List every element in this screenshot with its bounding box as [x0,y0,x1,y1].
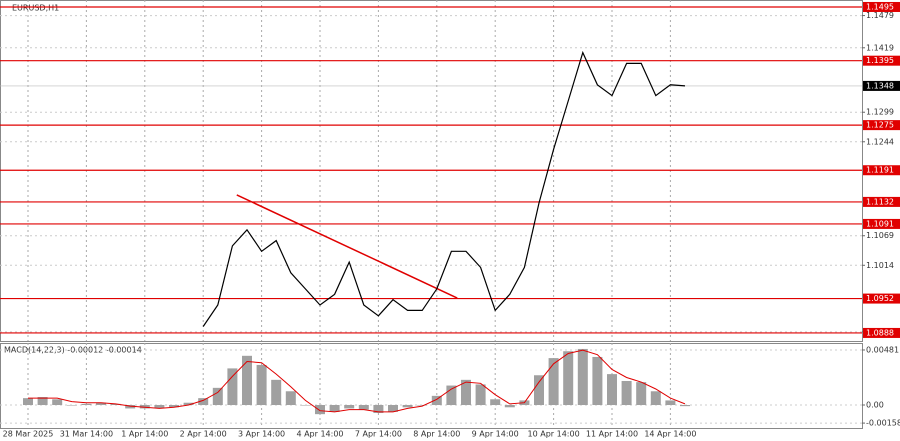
price-line [202,50,686,327]
histogram-bar [665,400,676,406]
level-label-box [863,165,900,176]
level-label-box [863,1,900,12]
histogram-bar [139,405,150,409]
histogram-bar [490,399,501,406]
level-label: 1.1191 [866,166,894,175]
chart-title: EURUSD,H1 [12,4,59,13]
histogram-bar [329,405,340,412]
macd-frame [0,343,863,429]
y-tick-label: 0.00481 [866,345,899,354]
level-label: 1.1395 [866,56,894,65]
current-label: 1.1348 [866,81,894,90]
histogram-bar [285,391,296,406]
y-tick-label: 1.1069 [866,231,894,240]
histogram-bar [110,403,121,406]
level-label: 1.1091 [866,219,894,228]
level-label-box [863,196,900,207]
x-tick-label: 3 Apr 14:00 [238,430,285,439]
current-box [863,80,900,91]
histogram-bar [577,348,588,406]
histogram-bar [548,358,559,406]
histogram-bar [125,405,136,409]
histogram-bar [183,402,194,406]
histogram-bar [607,374,617,406]
level-label-box [863,293,900,304]
histogram-bar [169,405,179,408]
histogram-bar [402,405,413,408]
signal-line [28,349,686,413]
histogram-bar [592,356,603,406]
histogram-bar [242,355,252,406]
y-tick-label: 0.00 [866,401,884,410]
histogram-bar [650,391,661,406]
level-label-box [863,55,900,66]
x-tick-label: 9 Apr 14:00 [472,430,519,439]
x-tick-label: 11 Apr 14:00 [586,430,638,439]
x-tick-label: 14 Apr 14:00 [644,430,696,439]
level-label-box [863,218,900,229]
histogram-bar [446,385,457,406]
histogram-bar [373,405,384,414]
histogram-bar [81,403,92,406]
x-tick-label: 2 Apr 14:00 [180,430,227,439]
histogram-bar [37,396,48,406]
histogram-bar [344,405,355,409]
histogram-bar [271,379,282,406]
y-tick-label: 1.1479 [866,11,894,20]
histogram-bar [256,364,267,406]
level-label-box [863,327,900,338]
histogram-bar [300,405,311,406]
histogram-bar [198,398,209,406]
trendline [236,194,458,299]
histogram-bar [475,384,486,406]
histogram-bar [431,395,442,406]
histogram-bar [212,387,223,406]
x-tick-label: 31 Mar 14:00 [60,430,113,439]
histogram-bar [52,399,63,406]
y-tick-label: 1.1244 [866,137,894,146]
level-label-box [863,120,900,131]
histogram-bar [461,379,471,406]
macd-title: MACD(14,22,3) -0.00012 -0.00014 [4,346,142,355]
y-tick-label: -0.00158 [866,419,900,428]
x-tick-label: 1 Apr 14:00 [121,430,168,439]
histogram-bar [563,351,574,406]
level-label: 1.0888 [866,328,894,337]
histogram-bar [227,368,238,406]
x-tick-label: 28 Mar 2025 [3,430,54,439]
x-tick-label: 10 Apr 14:00 [528,430,580,439]
histogram-bar [315,405,325,415]
histogram-bar [417,405,428,406]
y-tick-label: 1.1299 [866,108,894,117]
histogram-bar [621,380,632,406]
y-tick-label: 1.1419 [866,43,894,52]
level-label: 1.1132 [866,197,894,206]
level-label: 1.0952 [866,294,894,303]
histogram-bar [504,405,515,408]
x-tick-label: 7 Apr 14:00 [355,430,402,439]
histogram-bar [388,405,398,412]
x-tick-label: 8 Apr 14:00 [413,430,460,439]
histogram-bar [96,402,106,406]
histogram-bar [534,375,544,406]
histogram-bar [358,405,369,410]
y-tick-label: 1.1014 [866,261,894,270]
histogram-bar [23,398,33,406]
level-label: 1.1495 [866,2,894,11]
histogram-bar [66,405,77,406]
histogram-bar [154,405,165,409]
histogram-bar [680,405,690,407]
price-frame [0,0,863,342]
level-label: 1.1275 [866,121,894,130]
histogram-bar [636,382,647,406]
x-tick-label: 4 Apr 14:00 [296,430,343,439]
